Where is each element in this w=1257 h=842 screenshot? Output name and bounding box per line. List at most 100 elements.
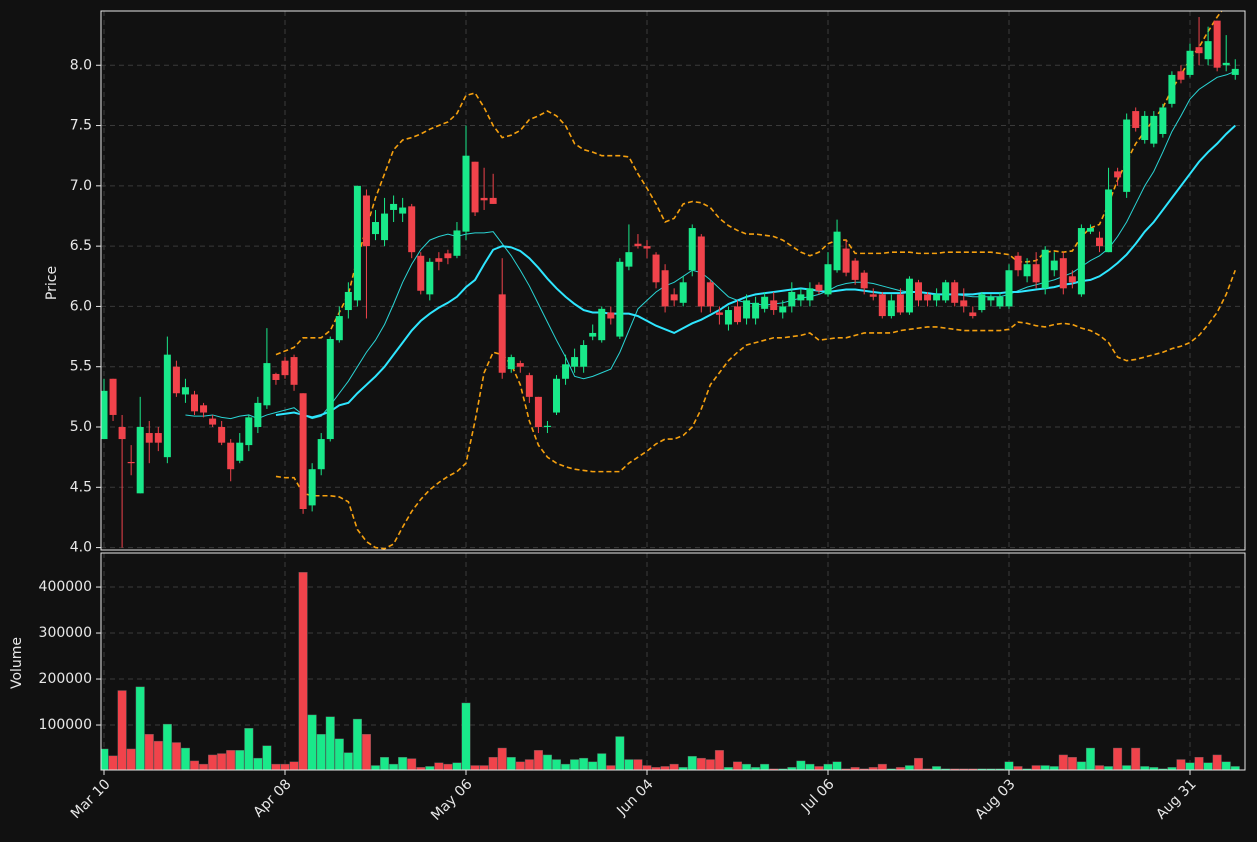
- candle-body: [1050, 260, 1058, 271]
- volume-bar: [389, 763, 399, 770]
- volume-bar: [932, 766, 942, 770]
- y-tick-label: 7.5: [70, 118, 92, 134]
- volume-bar: [262, 745, 272, 770]
- volume-bar: [1176, 759, 1186, 770]
- volume-bar: [352, 718, 362, 770]
- volume-bar: [696, 757, 706, 770]
- candle-body: [1222, 62, 1230, 66]
- candle-body: [372, 222, 379, 235]
- candle-body: [607, 312, 615, 319]
- volume-bar: [371, 765, 381, 770]
- volume-bar: [398, 757, 408, 770]
- volume-bar: [1122, 765, 1132, 770]
- candle-body: [272, 373, 280, 380]
- candle-body: [942, 282, 950, 301]
- volume-bar: [280, 763, 290, 770]
- volume-bar: [217, 753, 227, 770]
- volume-bar: [1203, 762, 1213, 770]
- candle-body: [1132, 111, 1140, 128]
- candle-body: [616, 261, 624, 337]
- volume-bar: [742, 763, 752, 770]
- y-tick-label: 4.0: [70, 540, 92, 556]
- y-tick-label: 100000: [39, 717, 92, 733]
- candle-body: [489, 197, 497, 204]
- candle-body: [580, 345, 588, 367]
- candle-body: [1150, 115, 1158, 144]
- candle-body: [860, 272, 868, 289]
- volume-bar: [1004, 761, 1014, 770]
- volume-bar: [687, 756, 697, 770]
- candle-body: [236, 442, 244, 461]
- volume-bar: [714, 750, 724, 770]
- volume-bar: [624, 759, 634, 770]
- price-frame: [100, 10, 1246, 551]
- candle-body: [1068, 276, 1076, 283]
- candle-body: [317, 439, 325, 470]
- candle-body: [471, 161, 479, 213]
- candle-body: [1014, 255, 1022, 271]
- candle-body: [951, 282, 959, 303]
- volume-bar: [1049, 766, 1059, 770]
- volume-bar: [1230, 766, 1240, 770]
- candle-body: [191, 394, 198, 412]
- volume-bar: [189, 760, 199, 770]
- volume-bar: [470, 765, 480, 770]
- volume-bar: [760, 763, 770, 770]
- volume-bar: [425, 766, 435, 770]
- candle-body: [344, 291, 352, 311]
- volume-bar: [660, 766, 670, 770]
- candle-body: [1105, 189, 1113, 253]
- candle-body: [417, 255, 425, 291]
- candle-body: [670, 294, 678, 301]
- candle-body: [118, 427, 126, 440]
- volume-bar: [615, 736, 625, 770]
- candle-body: [1186, 50, 1194, 75]
- volume-bar: [452, 762, 462, 770]
- volume-bar: [506, 757, 516, 770]
- candle-body: [109, 378, 117, 415]
- volume-bar: [1085, 747, 1095, 770]
- candle-body: [634, 243, 642, 247]
- candle-body: [969, 312, 977, 317]
- candle-body: [245, 417, 253, 446]
- candle-body: [200, 405, 208, 413]
- candle-body: [453, 230, 461, 256]
- volume-bar: [171, 742, 181, 770]
- candle-body: [299, 393, 307, 510]
- candle-body: [516, 363, 524, 367]
- volume-bar: [561, 763, 571, 770]
- y-tick-label: 6.5: [70, 238, 92, 254]
- candle-body: [652, 254, 660, 283]
- candle-body: [101, 390, 108, 440]
- volume-bar: [289, 761, 299, 770]
- volume-bar: [597, 753, 607, 770]
- candle-body: [498, 294, 506, 373]
- candle-body: [1086, 228, 1094, 232]
- volume-bar: [552, 759, 562, 770]
- candle-body: [933, 294, 941, 301]
- volume-bar: [334, 738, 344, 770]
- volume-bar: [316, 734, 326, 770]
- candle-body: [435, 258, 443, 262]
- candle-body: [136, 427, 144, 494]
- volume-bar: [488, 757, 498, 770]
- volume-bar: [877, 763, 887, 770]
- candle-body: [335, 316, 343, 341]
- volume-plot: [101, 572, 1240, 770]
- candle-body: [1059, 258, 1067, 289]
- candle-body: [534, 396, 542, 428]
- y-tick-label: 4.5: [70, 479, 92, 495]
- volume-bar: [153, 740, 163, 770]
- volume-axis-label: Volume: [9, 637, 25, 689]
- volume-bar: [904, 765, 914, 770]
- volume-bar: [1221, 761, 1231, 770]
- volume-bar: [642, 765, 652, 770]
- candle-body: [281, 360, 289, 376]
- price-plot: [101, 11, 1239, 550]
- candle-body: [589, 332, 597, 337]
- volume-bar: [823, 763, 833, 770]
- candle-body: [172, 366, 180, 394]
- volume-bar: [226, 750, 236, 770]
- volume-bar: [180, 747, 190, 770]
